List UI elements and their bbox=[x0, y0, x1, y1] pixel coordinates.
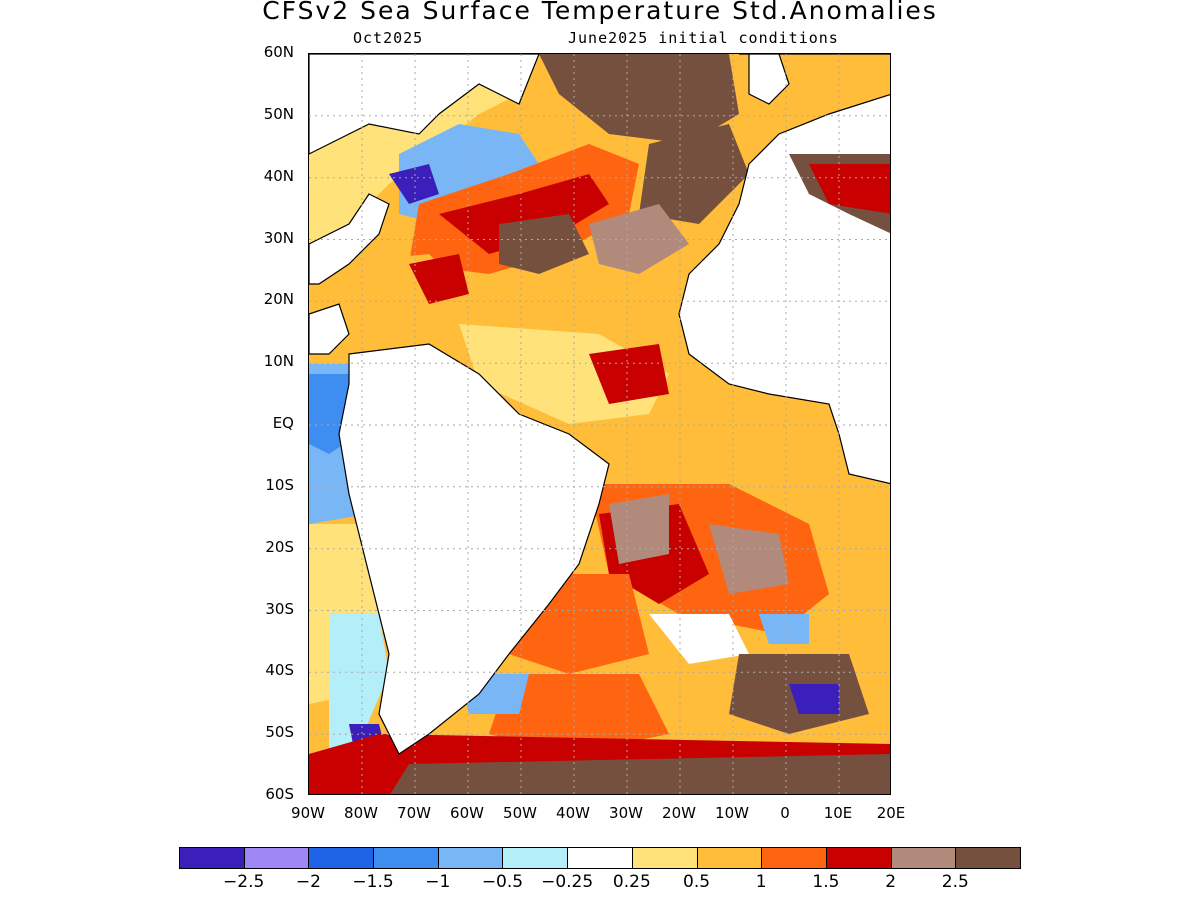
caribbean-warm-spot bbox=[409, 254, 469, 304]
colorbar-swatch bbox=[567, 847, 633, 869]
south-america-landmass bbox=[338, 343, 610, 755]
longitude-label: 80W bbox=[344, 804, 378, 822]
colorbar-label: −1.5 bbox=[352, 872, 394, 892]
colorbar-swatch bbox=[179, 847, 245, 869]
longitude-label: 0 bbox=[780, 804, 790, 822]
cold-spot-south-atlantic bbox=[789, 684, 839, 714]
longitude-label: 30W bbox=[609, 804, 643, 822]
mediterranean-warm bbox=[809, 164, 890, 214]
latitude-label: 40S bbox=[265, 661, 294, 680]
north-extreme-warm-1 bbox=[539, 54, 739, 144]
colorbar-label: −0.25 bbox=[541, 872, 594, 892]
colorbar-swatch bbox=[373, 847, 439, 869]
latitude-label: 40N bbox=[263, 166, 294, 185]
longitude-label: 20E bbox=[876, 804, 906, 822]
sst-anomaly-map bbox=[308, 53, 891, 795]
latitude-label: 20S bbox=[265, 537, 294, 556]
colorbar-label: 1.5 bbox=[812, 872, 840, 892]
longitude-label: 70W bbox=[397, 804, 431, 822]
colorbar-swatch bbox=[696, 847, 763, 869]
subtitle-initial-conditions: June2025 initial conditions bbox=[568, 29, 839, 47]
latitude-label: 60N bbox=[263, 43, 294, 61]
colorbar-swatch bbox=[243, 847, 310, 869]
southern-ocean-extreme bbox=[390, 754, 890, 794]
colorbar-swatch bbox=[502, 847, 569, 869]
colorbar-label: −1 bbox=[425, 872, 451, 892]
latitude-label: 10N bbox=[263, 352, 294, 371]
colorbar-label: −2.5 bbox=[223, 872, 265, 892]
longitude-label: 40W bbox=[556, 804, 590, 822]
colorbar-label: 2 bbox=[885, 872, 897, 892]
longitude-label: 50W bbox=[503, 804, 537, 822]
colorbar-label: 1 bbox=[755, 872, 767, 892]
south-atlantic-neutral-patch bbox=[649, 614, 749, 664]
longitude-label: 10E bbox=[823, 804, 853, 822]
colorbar-label: 0.25 bbox=[612, 872, 651, 892]
north-strong-warm-band bbox=[439, 174, 609, 254]
longitude-label: 90W bbox=[291, 804, 325, 822]
colorbar-swatch bbox=[955, 847, 1021, 869]
southeast-pacific-cool bbox=[329, 614, 389, 754]
latitude-label: 30S bbox=[265, 599, 294, 618]
cold-spot-north bbox=[389, 164, 439, 204]
southern-warm-band bbox=[489, 674, 669, 754]
colorbar-label: 0.5 bbox=[683, 872, 711, 892]
british-isles-landmass bbox=[748, 54, 790, 105]
map-grid bbox=[309, 54, 890, 794]
latitude-label: 20N bbox=[263, 290, 294, 309]
subtitle-forecast-month: Oct2025 bbox=[353, 29, 424, 47]
south-atlantic-cool-patch bbox=[759, 614, 809, 644]
colorbar-swatch bbox=[631, 847, 698, 869]
longitude-label: 20W bbox=[662, 804, 696, 822]
central-america-landmass bbox=[309, 303, 350, 355]
longitude-label: 10W bbox=[715, 804, 749, 822]
map-canvas bbox=[309, 54, 890, 794]
latitude-label: 60S bbox=[265, 785, 294, 803]
colorbar-label: 2.5 bbox=[941, 872, 969, 892]
latitude-label: 10S bbox=[265, 475, 294, 494]
colorbar-label: −0.5 bbox=[481, 872, 524, 892]
colorbar-swatch bbox=[437, 847, 504, 869]
colorbar-swatch bbox=[890, 847, 957, 869]
south-atlantic-extreme-2 bbox=[709, 524, 789, 594]
colorbar-label: −2 bbox=[295, 872, 321, 892]
longitude-label: 60W bbox=[450, 804, 484, 822]
latitude-label: 50N bbox=[263, 104, 294, 123]
north-america-landmass bbox=[309, 54, 540, 155]
latitude-label: 50S bbox=[265, 723, 294, 742]
tropical-north-warm-spot bbox=[589, 344, 669, 404]
colorbar-swatch bbox=[761, 847, 827, 869]
latitude-label: 30N bbox=[263, 228, 294, 247]
north-extreme-warm-2 bbox=[639, 124, 749, 224]
colorbar-swatch bbox=[308, 847, 375, 869]
chart-title: CFSv2 Sea Surface Temperature Std.Anomal… bbox=[262, 0, 938, 25]
southeast-us-landmass bbox=[309, 193, 390, 285]
latitude-label: EQ bbox=[272, 414, 294, 432]
south-atlantic-extreme-1 bbox=[609, 494, 669, 564]
colorbar-swatch bbox=[825, 847, 892, 869]
